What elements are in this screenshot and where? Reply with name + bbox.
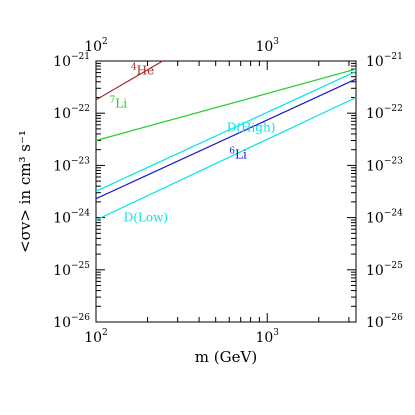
- x-tick-label: 103: [255, 328, 279, 346]
- y-tick-label: 10−26: [53, 313, 90, 331]
- x-tick-label-top: 102: [84, 37, 108, 55]
- series-line-4he: [95, 60, 163, 101]
- series-line-d-high: [95, 70, 357, 192]
- y-tick-label: 10−21: [53, 52, 90, 70]
- series-label-4he: 4He: [131, 63, 154, 78]
- y-tick-label: 10−24: [53, 209, 90, 227]
- series-label-d-low: D(Low): [124, 210, 168, 224]
- y-tick-label-right: 10−24: [366, 209, 403, 227]
- y-tick-label-right: 10−21: [366, 52, 403, 70]
- series-line-7li: [95, 68, 357, 142]
- y-tick-label: 10−23: [53, 156, 90, 174]
- plot-frame: [95, 60, 357, 323]
- y-tick-label-right: 10−26: [366, 313, 403, 331]
- x-tick-label: 102: [84, 328, 108, 346]
- labels-layer: 4He 7Li D(High) 6Li D(Low): [110, 63, 276, 225]
- y-tick-label-right: 10−22: [366, 104, 403, 122]
- y-axis-title: <σv> in cm³ s⁻¹: [16, 130, 34, 253]
- axes: 10−21 10−21 10−22 10−22 10−23 10−23 10−24 10−24…: [53, 37, 403, 346]
- y-tick-label-right: 10−23: [366, 156, 403, 174]
- y-tick-label: 10−22: [53, 104, 90, 122]
- series-layer: [95, 60, 357, 221]
- y-tick-label-right: 10−25: [366, 261, 403, 279]
- x-tick-label-top: 103: [255, 37, 279, 55]
- x-axis-title: m (GeV): [195, 348, 257, 366]
- series-line-6li: [95, 78, 357, 200]
- series-line-d-low: [95, 96, 357, 221]
- series-label-7li: 7Li: [110, 95, 128, 110]
- series-label-6li: 6Li: [229, 147, 247, 162]
- y-tick-label: 10−25: [53, 261, 90, 279]
- series-label-d-high: D(High): [227, 120, 276, 134]
